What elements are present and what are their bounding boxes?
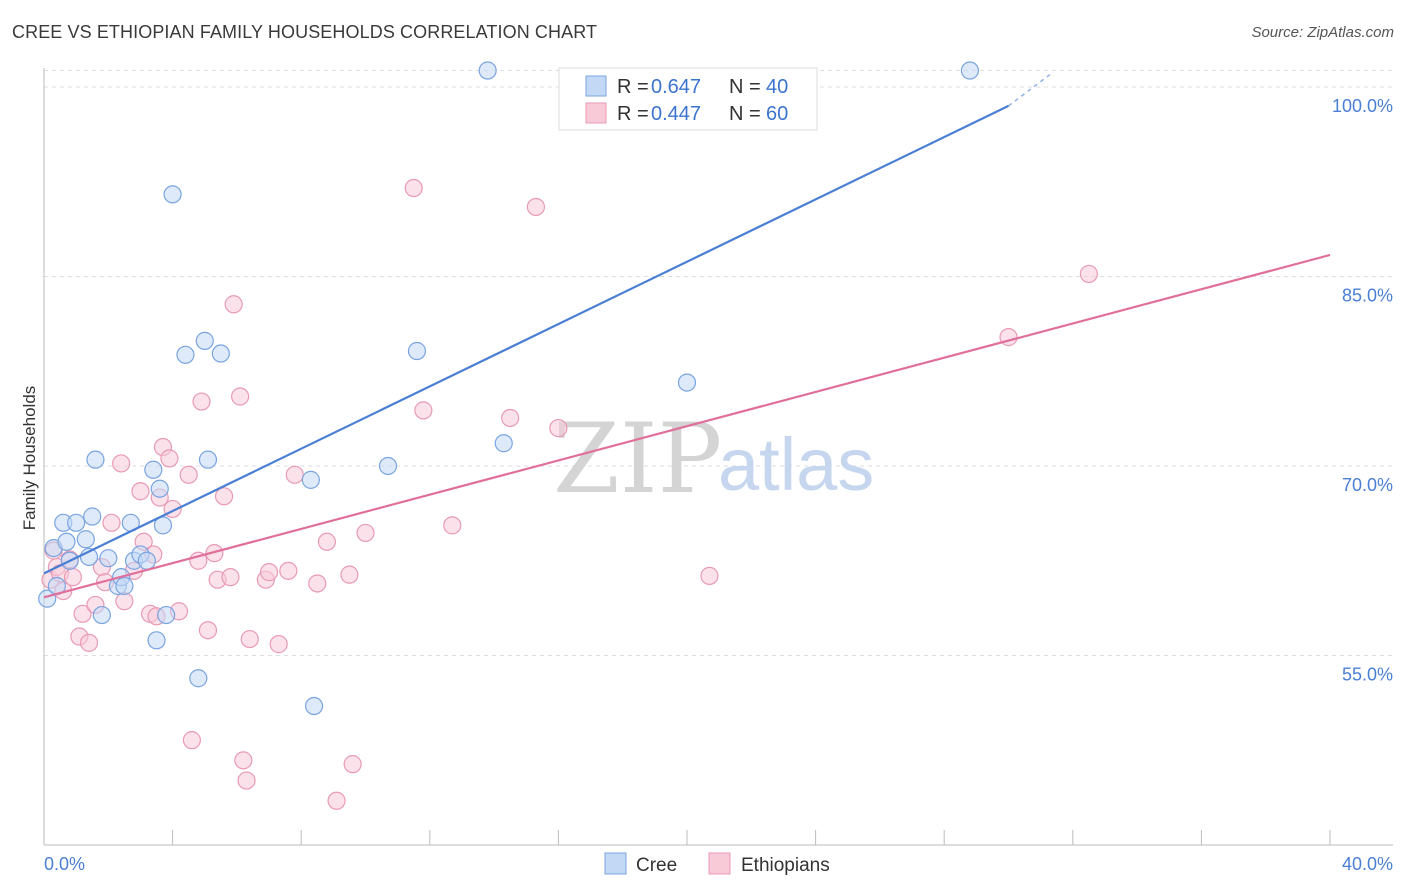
trend-lines [43, 73, 1331, 599]
ethiopians-point [131, 482, 150, 501]
ethiopians-point [549, 418, 568, 438]
legend-cree-r-value: 0.647 [651, 76, 701, 98]
ethiopians-point [285, 465, 304, 484]
cree-point [86, 450, 105, 469]
cree-point [76, 530, 95, 549]
ethiopians-point [404, 178, 423, 198]
y-tick-label: 70.0% [1342, 475, 1393, 495]
cree-point [83, 507, 102, 526]
cree-point [144, 460, 163, 479]
cree-point [57, 532, 76, 551]
watermark-zip: ZIP [553, 403, 722, 515]
ethiopians-point [237, 771, 256, 790]
correlation-legend: R = 0.647 N = 40 R = 0.447 N = 60 [558, 67, 818, 131]
cree-point [189, 669, 208, 688]
ethiopians-point [102, 513, 121, 532]
ethiopians-point [317, 532, 337, 551]
ethiopians-point [160, 449, 179, 468]
cree-point [211, 344, 230, 363]
legend-cree-r-label: R = [617, 76, 649, 98]
y-tick-label: 100.0% [1332, 96, 1393, 116]
legend-ethiopians-r-value: 0.447 [651, 103, 701, 125]
ethiopians-point [231, 387, 250, 406]
y-axis-label: Family Households [20, 386, 39, 531]
legend-swatch-ethiopians [585, 102, 607, 124]
cree-trend-line [43, 104, 1009, 575]
ethiopians-point [279, 561, 298, 580]
legend-swatch-cree [585, 75, 607, 97]
ethiopians-point [269, 635, 288, 654]
ethiopians-point [224, 295, 243, 314]
ethiopians-point [501, 408, 520, 428]
x-tick-label-max: 40.0% [1342, 854, 1393, 874]
ethiopians-point [192, 392, 211, 411]
cree-point [478, 61, 497, 80]
ethiopians-point [700, 566, 719, 585]
legend-ethiopians-n-value: 60 [766, 103, 788, 125]
ethiopians-point [259, 563, 279, 582]
legend-ethiopians-n-label: N = [729, 103, 761, 125]
axes [43, 68, 1393, 846]
ethiopians-point [526, 197, 545, 217]
ethiopians-point [79, 633, 99, 652]
cree-point [407, 341, 427, 361]
ethiopians-point [1079, 264, 1098, 284]
y-tick-label: 85.0% [1342, 285, 1393, 305]
cree-point [115, 576, 134, 596]
cree-point [960, 61, 980, 80]
cree-point [99, 549, 118, 568]
cree-point [137, 551, 156, 570]
bottom-legend-ethiopians: Ethiopians [741, 855, 830, 876]
x-tick-label-min: 0.0% [44, 854, 85, 874]
y-tick-label: 55.0% [1342, 664, 1393, 684]
ethiopians-point [63, 568, 83, 587]
bottom-legend-cree: Cree [636, 855, 677, 876]
cree-point [176, 345, 195, 364]
watermark-atlas: atlas [718, 423, 874, 506]
cree-point [157, 605, 176, 625]
legend-cree-n-value: 40 [766, 76, 788, 98]
cree-point [67, 513, 86, 532]
bottom-legend-swatch-ethiopians [708, 852, 731, 875]
ethiopians-point [112, 454, 131, 473]
ethiopians-point [73, 604, 92, 623]
series-legend: Cree Ethiopians [604, 852, 830, 876]
cree-point [494, 434, 513, 453]
cree-trend-extension [1008, 73, 1051, 107]
ethiopians-point [182, 731, 201, 750]
cree-point [195, 331, 214, 350]
cree-point [378, 456, 398, 476]
legend-cree-n-label: N = [729, 76, 761, 98]
source-label: Source: ZipAtlas.com [1251, 24, 1394, 41]
cree-point [92, 605, 111, 625]
ethiopians-point [179, 465, 198, 484]
ethiopians-point [221, 568, 240, 587]
cree-point [147, 631, 166, 650]
cree-point [304, 696, 324, 716]
cree-point [198, 450, 218, 469]
cree-point [301, 470, 320, 489]
ethiopians-point [340, 565, 359, 584]
ethiopians-point [443, 516, 462, 535]
ethiopians-point [115, 592, 134, 611]
ethiopians-point [327, 791, 346, 810]
grid-lines [44, 70, 1393, 656]
ethiopians-point [343, 755, 362, 774]
legend-ethiopians-r-label: R = [617, 103, 649, 125]
ethiopians-trend-line [43, 253, 1331, 599]
ethiopians-point [356, 523, 375, 543]
ethiopians-point [214, 487, 234, 506]
cree-point [677, 373, 697, 392]
ethiopians-point [308, 574, 327, 593]
cree-point [150, 479, 169, 498]
ethiopians-point [198, 621, 218, 640]
ethiopians-point [240, 629, 259, 649]
cree-point [163, 185, 182, 204]
bottom-legend-swatch-cree [604, 852, 627, 875]
chart-title: CREE VS ETHIOPIAN FAMILY HOUSEHOLDS CORR… [12, 22, 598, 42]
axis-ticks: 55.0% 70.0% 85.0% 100.0% [43, 96, 1393, 845]
ethiopians-point [234, 751, 253, 770]
ethiopians-point [414, 401, 433, 420]
